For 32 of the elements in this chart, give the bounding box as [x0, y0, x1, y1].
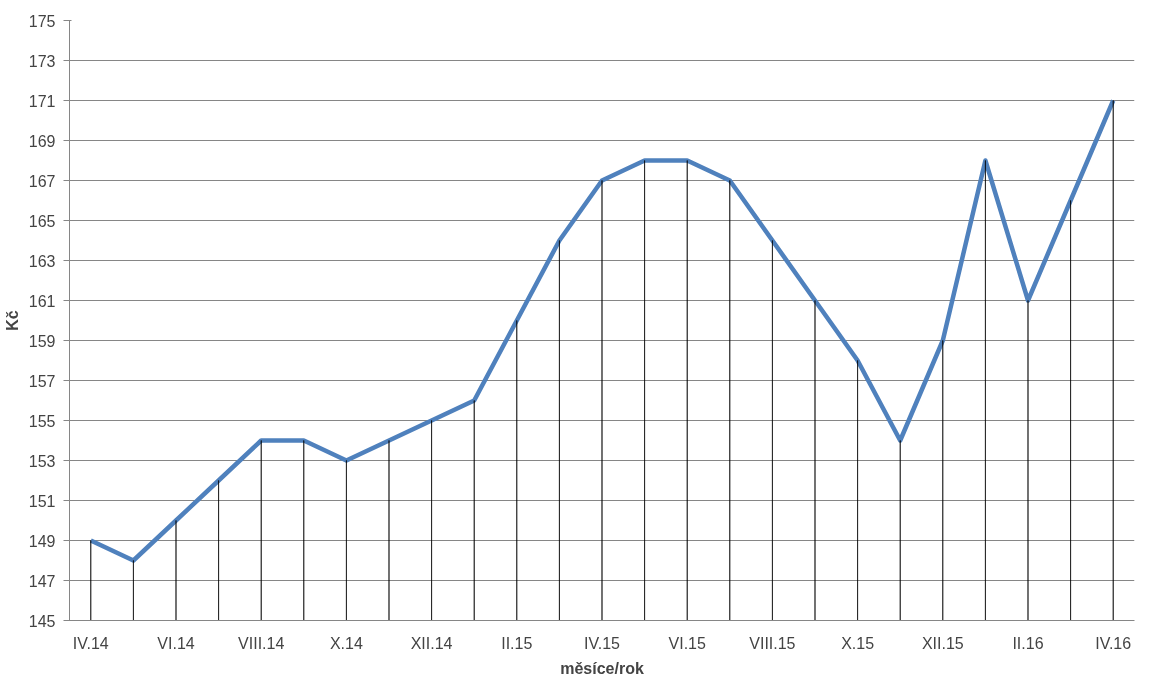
- y-tick-label: 165: [28, 212, 56, 230]
- x-tick-label: II.16: [1012, 634, 1044, 652]
- y-tick-label: 157: [28, 372, 56, 390]
- x-tick-label: X.14: [329, 634, 363, 652]
- x-tick-label: VI.14: [157, 634, 195, 652]
- y-tick-label: 169: [28, 132, 56, 150]
- x-axis-title: měsíce/rok: [560, 659, 644, 677]
- x-tick-label: VIII.14: [238, 634, 285, 652]
- y-tick-label: 175: [28, 12, 56, 30]
- x-tick-label: VI.15: [668, 634, 706, 652]
- y-tick-label: 167: [28, 172, 56, 190]
- x-tick-label: XII.15: [921, 634, 964, 652]
- x-tick-label: XII.14: [410, 634, 453, 652]
- y-tick-label: 163: [28, 252, 56, 270]
- y-tick-label: 159: [28, 332, 56, 350]
- x-tick-label: IV.16: [1095, 634, 1132, 652]
- line-series: [88, 98, 1116, 563]
- y-axis-title: Kč: [3, 310, 21, 331]
- y-tick-label: 145: [28, 612, 56, 630]
- x-tick-label: II.15: [501, 634, 533, 652]
- x-tick-label: X.15: [841, 634, 875, 652]
- y-tick-label: 147: [28, 572, 56, 590]
- y-tick-label: 149: [28, 532, 56, 550]
- x-tick-label: VIII.15: [749, 634, 796, 652]
- y-tick-label: 155: [28, 412, 56, 430]
- x-tick-label: IV.14: [72, 634, 109, 652]
- y-tick-label: 173: [28, 52, 56, 70]
- x-tick-label: IV.15: [584, 634, 621, 652]
- y-tick-label: 153: [28, 452, 56, 470]
- y-tick-label: 161: [28, 292, 56, 310]
- y-tick-label: 171: [28, 92, 56, 110]
- y-tick-label: 151: [28, 492, 56, 510]
